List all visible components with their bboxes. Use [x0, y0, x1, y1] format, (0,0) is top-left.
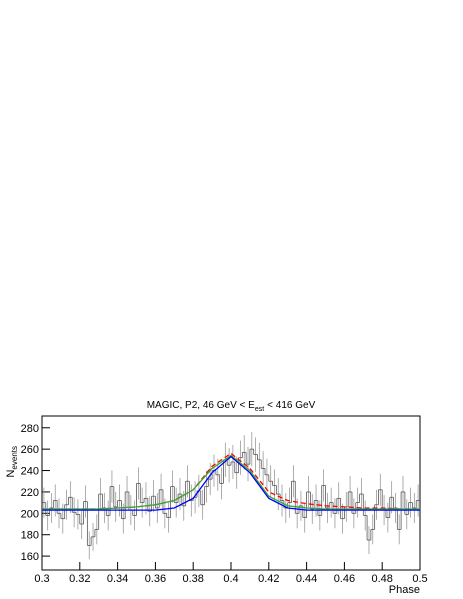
y-tick-label: 280 — [21, 423, 39, 435]
x-axis-label: Phase — [389, 584, 420, 596]
plot-frame — [41, 415, 421, 571]
fit-curve — [42, 455, 420, 511]
x-tick-label: 0.42 — [258, 573, 279, 585]
y-tick-label: 260 — [21, 444, 39, 456]
x-tick-label: 0.3 — [34, 573, 49, 585]
y-label-subscript: events — [10, 446, 19, 470]
title-text: MAGIC, P2, 46 GeV < E — [147, 400, 255, 411]
y-label-text: N — [5, 470, 17, 478]
y-tick-label: 160 — [21, 551, 39, 563]
x-tick-label: 0.44 — [296, 573, 317, 585]
y-tick-label: 180 — [21, 530, 39, 542]
x-tick-label: 0.4 — [223, 573, 238, 585]
fit-curve — [42, 454, 420, 510]
x-tick-label: 0.36 — [145, 573, 166, 585]
y-tick-label: 200 — [21, 508, 39, 520]
x-tick-label: 0.34 — [107, 573, 128, 585]
chart-title: MAGIC, P2, 46 GeV < Eest < 416 GeV — [147, 400, 316, 413]
x-tick-label: 0.38 — [182, 573, 203, 585]
y-axis-label: Nevents — [5, 446, 19, 478]
x-tick-label: 0.48 — [371, 573, 392, 585]
y-tick-label: 220 — [21, 487, 39, 499]
x-tick-label: 0.46 — [334, 573, 355, 585]
x-tick-label: 0.5 — [412, 573, 427, 585]
fit-curve — [42, 452, 420, 510]
title-subscript: est — [255, 406, 264, 413]
title-tail: < 416 GeV — [267, 400, 315, 411]
y-tick-label: 240 — [21, 466, 39, 478]
x-tick-label: 0.32 — [69, 573, 90, 585]
